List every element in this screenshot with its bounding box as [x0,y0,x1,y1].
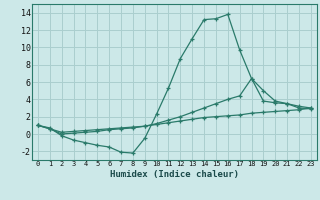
X-axis label: Humidex (Indice chaleur): Humidex (Indice chaleur) [110,170,239,179]
